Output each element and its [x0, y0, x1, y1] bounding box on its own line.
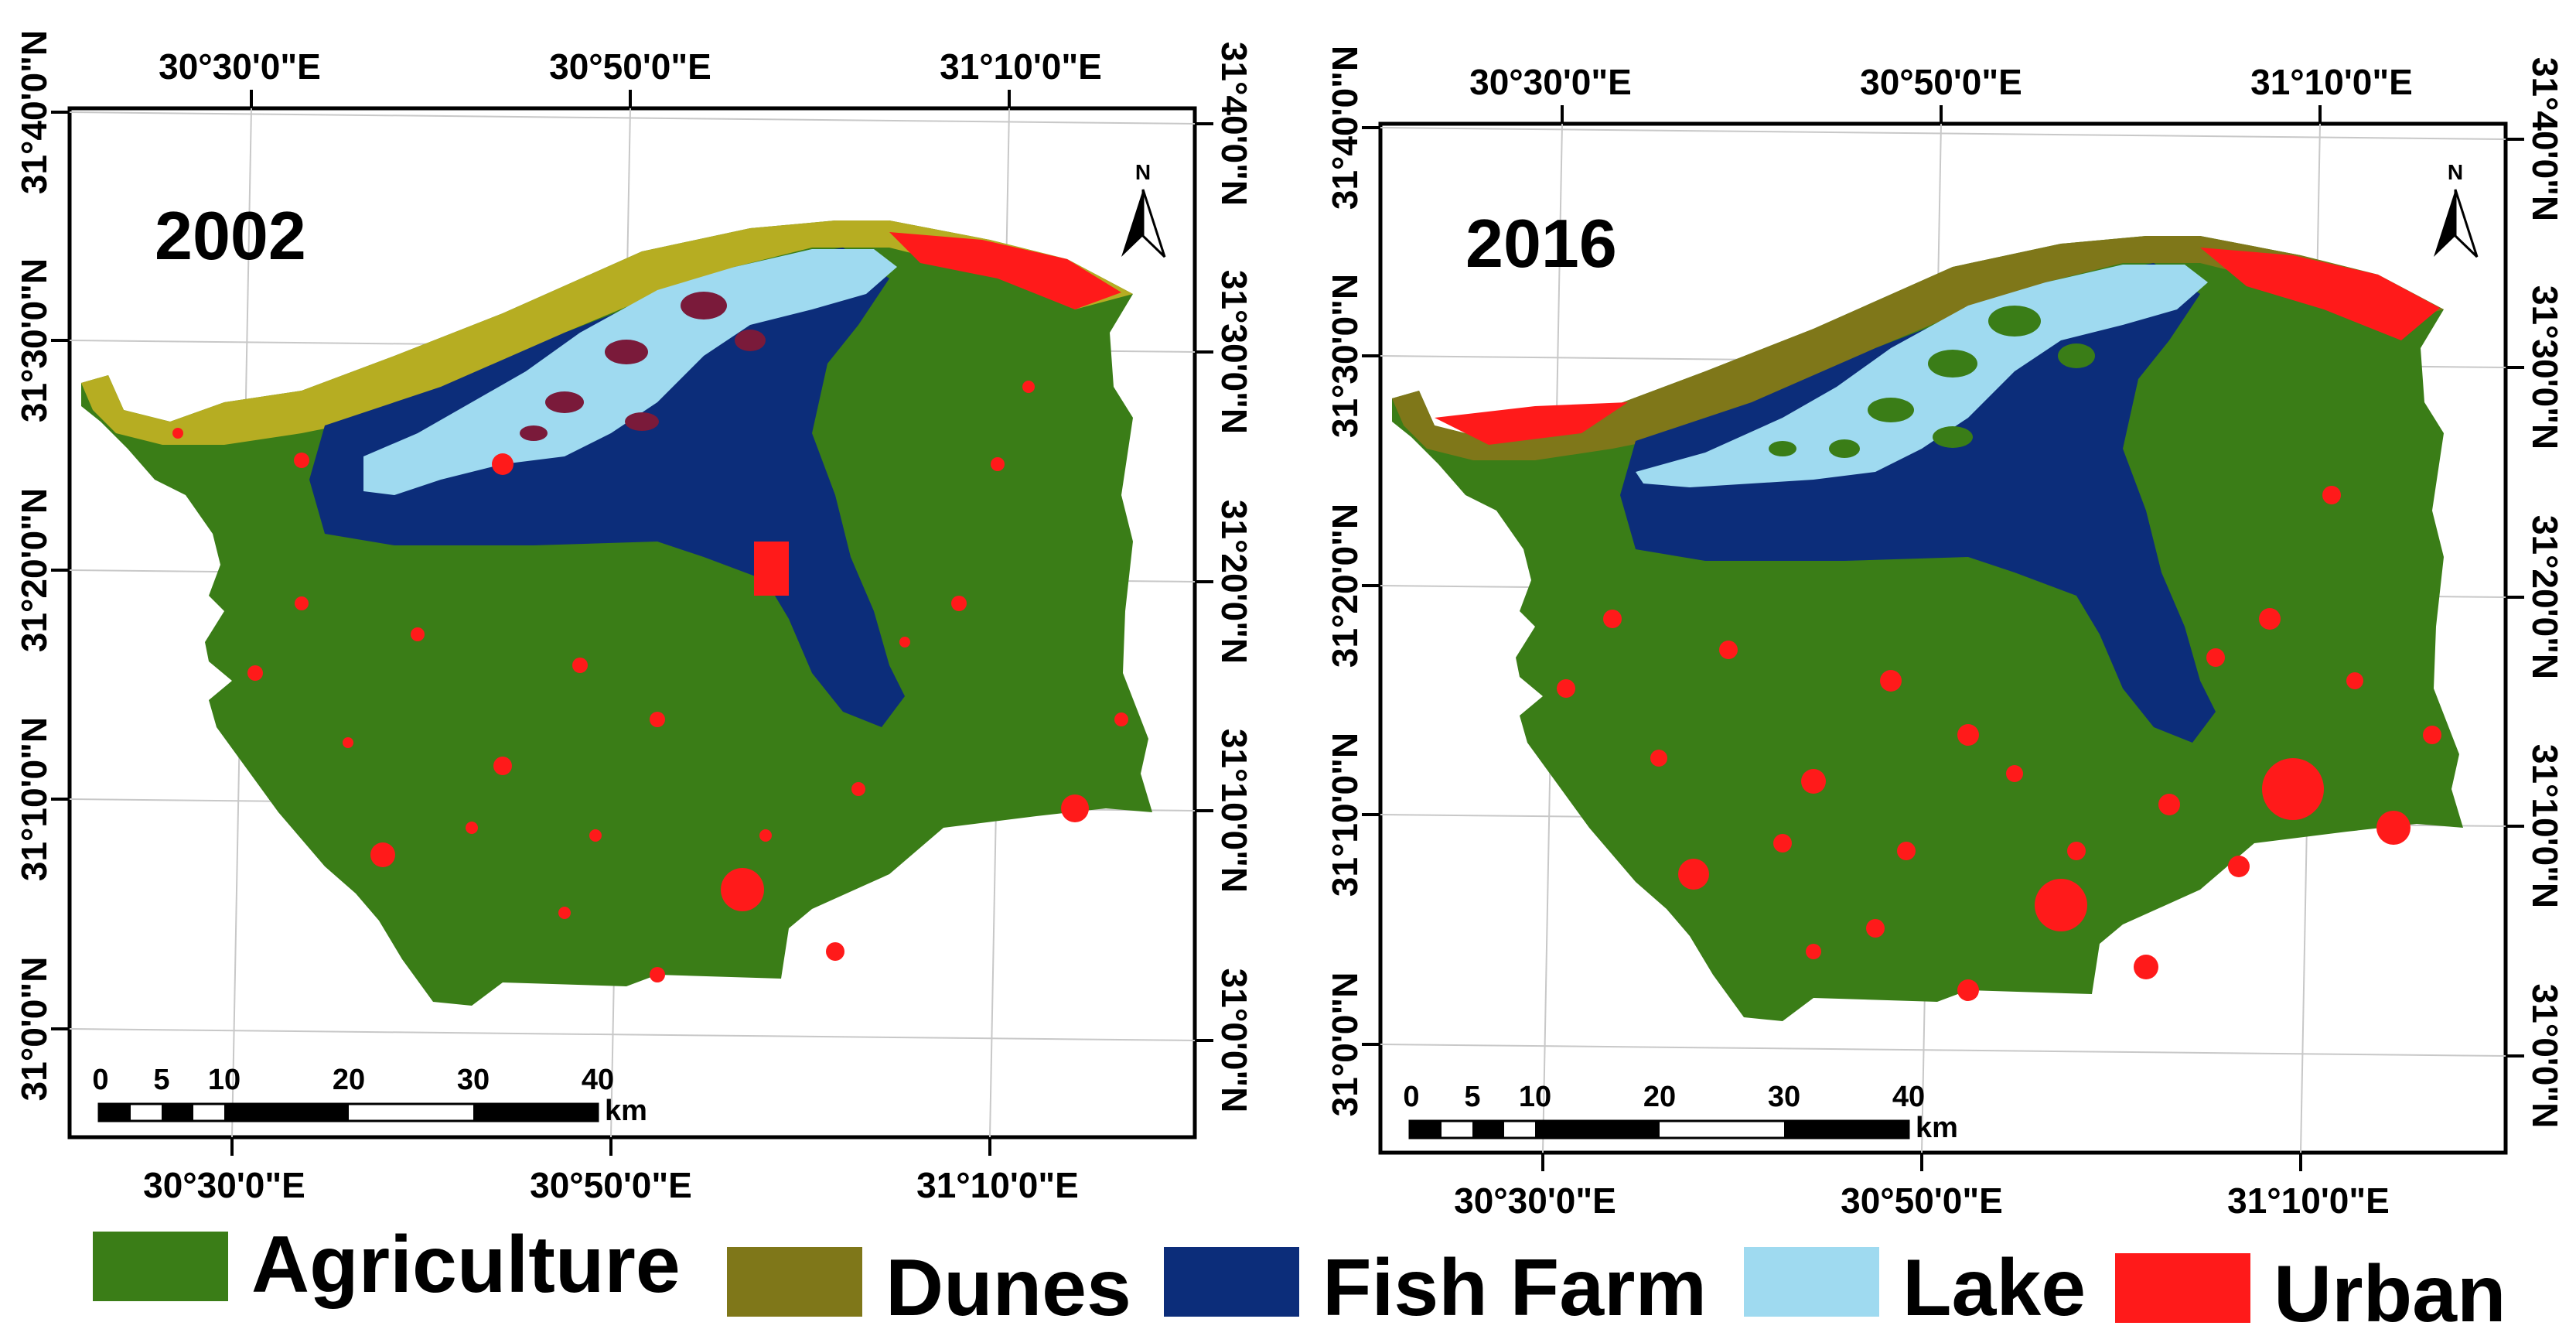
scale-tick: 5	[1464, 1081, 1480, 1113]
scale-bar: 0 5 10 20 30 40 km	[1403, 1081, 1957, 1144]
lat-label: 31°10'0"N	[14, 717, 54, 881]
dunes-area	[1392, 236, 2444, 460]
scale-tick: 20	[1643, 1081, 1676, 1113]
legend: Agriculture Dunes Fish Farm Lake Urban	[93, 1220, 2506, 1336]
north-label: N	[1135, 160, 1151, 184]
lon-label: 30°50'0"E	[549, 46, 711, 87]
urban-areas	[1435, 248, 2441, 1001]
lat-label: 31°20'0"N	[14, 488, 54, 652]
land-cover-map-2016	[1392, 236, 2463, 1021]
lat-label: 31°40'0"N	[1325, 46, 1365, 210]
legend-item-agriculture: Agriculture	[93, 1220, 681, 1310]
legend-swatch	[2115, 1253, 2250, 1323]
scale-tick: 40	[1892, 1081, 1925, 1113]
legend-label: Urban	[2274, 1249, 2506, 1336]
lat-label: 31°0'0"N	[14, 957, 54, 1102]
lon-label: 30°30'0"E	[1454, 1181, 1616, 1221]
scale-unit: km	[605, 1095, 647, 1127]
scale-tick: 10	[208, 1064, 241, 1096]
scale-unit: km	[1916, 1112, 1958, 1144]
lon-label: 31°10'0"E	[916, 1165, 1079, 1205]
lon-label: 31°10'0"E	[2227, 1181, 2390, 1221]
scale-tick: 30	[1768, 1081, 1800, 1113]
urban-areas	[172, 232, 1128, 982]
lon-label: 31°10'0"E	[940, 46, 1102, 87]
legend-swatch	[1164, 1247, 1299, 1317]
lat-label: 31°20'0"N	[1214, 500, 1254, 664]
lake-area	[1636, 265, 2208, 487]
latitude-labels-right: 31°40'0"N 31°30'0"N 31°20'0"N 31°10'0"N …	[2525, 57, 2565, 1128]
lake-area	[363, 249, 897, 495]
scale-tick: 10	[1519, 1081, 1551, 1113]
legend-item-urban: Urban	[2115, 1249, 2506, 1336]
frame-ticks	[51, 90, 1213, 1156]
legend-item-fish-farm: Fish Farm	[1164, 1243, 1707, 1333]
lon-label: 30°30'0"E	[159, 46, 321, 87]
fish-farm-area	[309, 248, 905, 727]
lake-islands	[1769, 306, 2095, 458]
legend-label: Agriculture	[251, 1220, 681, 1310]
lat-label: 31°20'0"N	[2525, 515, 2565, 679]
lake-islands	[520, 292, 766, 441]
legend-swatch	[1744, 1247, 1879, 1317]
fish-farm-area	[1620, 263, 2216, 743]
legend-label: Dunes	[885, 1243, 1131, 1333]
longitude-labels-bottom: 30°30'0"E 30°50'0"E 31°10'0"E	[143, 1165, 1079, 1205]
lon-label: 30°50'0"E	[1860, 62, 2022, 102]
longitude-labels-top: 30°30'0"E 30°50'0"E 31°10'0"E	[159, 46, 1102, 87]
lat-label: 31°30'0"N	[1214, 270, 1254, 434]
lon-label: 30°50'0"E	[1841, 1181, 2003, 1221]
north-arrow-icon: N	[2434, 160, 2479, 258]
lat-label: 31°0'0"N	[2525, 984, 2565, 1129]
legend-item-lake: Lake	[1744, 1243, 2086, 1333]
lat-label: 31°30'0"N	[2525, 285, 2565, 449]
lat-label: 31°30'0"N	[14, 258, 54, 422]
lon-label: 30°30'0"E	[1469, 62, 1632, 102]
map-year-title: 2016	[1465, 205, 1617, 282]
lat-label: 31°0'0"N	[1214, 969, 1254, 1113]
frame-ticks	[1362, 105, 2524, 1171]
scale-bar: 0 5 10 20 30 40 km	[92, 1064, 647, 1127]
scale-tick: 30	[457, 1064, 490, 1096]
north-label: N	[2448, 160, 2463, 184]
lat-label: 31°40'0"N	[1214, 42, 1254, 206]
lat-label: 31°40'0"N	[2525, 57, 2565, 221]
latitude-labels-left: 31°40'0"N 31°30'0"N 31°20'0"N 31°10'0"N …	[1325, 46, 1365, 1116]
lat-label: 31°40'0"N	[14, 30, 54, 194]
longitude-labels-top: 30°30'0"E 30°50'0"E 31°10'0"E	[1469, 62, 2413, 102]
lat-label: 31°10'0"N	[1325, 733, 1365, 897]
latitude-labels-right: 31°40'0"N 31°30'0"N 31°20'0"N 31°10'0"N …	[1214, 42, 1254, 1112]
longitude-labels-bottom: 30°30'0"E 30°50'0"E 31°10'0"E	[1454, 1181, 2390, 1221]
legend-swatch	[93, 1232, 228, 1301]
map-panel-2002: 2002 N 0 5 10 20 30 40 km 30°30'0"E 30°5…	[14, 30, 1254, 1205]
scale-tick: 40	[582, 1064, 614, 1096]
legend-swatch	[727, 1247, 862, 1317]
lon-label: 30°30'0"E	[143, 1165, 305, 1205]
scale-tick: 5	[153, 1064, 169, 1096]
lat-label: 31°20'0"N	[1325, 504, 1365, 668]
lat-label: 31°10'0"N	[2525, 744, 2565, 908]
lat-label: 31°30'0"N	[1325, 274, 1365, 438]
lat-label: 31°10'0"N	[1214, 729, 1254, 893]
map-year-title: 2002	[155, 197, 306, 274]
legend-label: Lake	[1902, 1243, 2086, 1333]
latitude-labels-left: 31°40'0"N 31°30'0"N 31°20'0"N 31°10'0"N …	[14, 30, 54, 1101]
legend-label: Fish Farm	[1322, 1243, 1707, 1333]
lon-label: 31°10'0"E	[2250, 62, 2413, 102]
scale-tick: 20	[333, 1064, 365, 1096]
scale-tick: 0	[92, 1064, 108, 1096]
lon-label: 30°50'0"E	[530, 1165, 692, 1205]
dunes-area	[81, 220, 1133, 445]
map-panel-2016: 2016 N 0 5 10 20 30 40 km 30°30'0"E 30°5…	[1325, 46, 2565, 1221]
lat-label: 31°0'0"N	[1325, 972, 1365, 1117]
scale-tick: 0	[1403, 1081, 1419, 1113]
legend-item-dunes: Dunes	[727, 1243, 1131, 1333]
north-arrow-icon: N	[1121, 160, 1166, 258]
land-cover-map-2002	[81, 220, 1152, 1006]
